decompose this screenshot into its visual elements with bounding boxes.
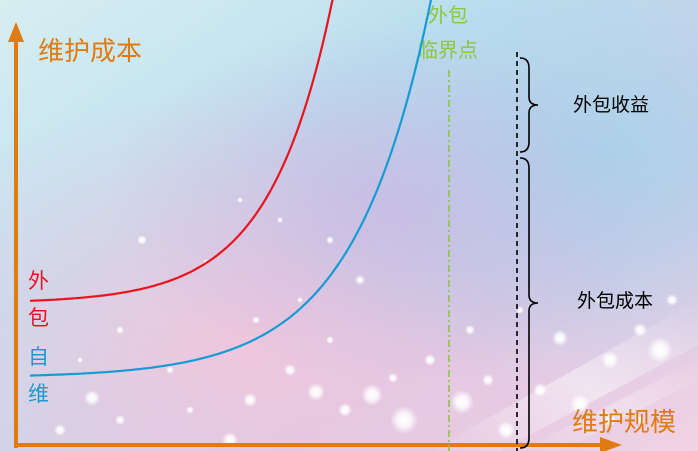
sparkle-dot [166,366,174,374]
cost-brace [519,157,539,449]
sparkle-dot [390,406,418,434]
sparkle-dot [115,415,125,425]
benefit-label: 外包收益 [573,94,649,116]
sparkle-dot [277,217,283,223]
sparkle-dot [570,394,590,414]
sparkle-dot [388,373,398,383]
sparkle-dot [307,383,325,401]
sparkle-dot [497,421,515,439]
sparkle-dot [326,336,334,344]
sparkle-dot [243,393,257,407]
sparkle-dot [533,383,547,397]
sparkle-dot [666,294,678,306]
sparkle-dot [552,330,568,346]
sparkle-dot [601,351,619,369]
x-axis-title: 维护规模 [572,408,676,438]
critical-point-label-line2: 临界点 [418,38,478,62]
series-outsourcing-label-line2: 包 [28,306,49,330]
sparkle-dot [77,357,83,363]
sparkle-dot [84,390,100,406]
sparkle-dot [338,403,352,417]
sparkle-dot [635,415,645,425]
sparkle-dot [482,374,494,386]
y-axis-title: 维护成本 [38,37,142,67]
sparkle-dot [54,424,66,436]
sparkle-dot [596,296,604,304]
x-axis-arrow [600,437,622,451]
sparkle-dot [237,197,243,203]
sparkle-dot [516,306,524,314]
benefit-brace [519,57,539,153]
y-axis-arrow [8,22,24,42]
sparkle-dot [465,325,475,335]
sparkle-dot [361,384,383,406]
sparkle-dot [355,275,365,285]
sparkle-dot [647,337,673,363]
cost-label: 外包成本 [577,290,653,312]
sparkle-dot [137,235,147,245]
background-sparkles [54,197,678,448]
sparkle-dot [633,323,647,337]
sparkle-dot [604,414,616,426]
axes [8,22,622,451]
sparkle-dot [284,364,296,376]
sparkle-dot [116,326,124,334]
sparkle-dot [252,316,260,324]
series-self-maintenance-curve [30,0,433,377]
critical-point-label-line1: 外包 [428,3,468,27]
sparkle-dot [297,297,303,303]
sparkle-dot [326,236,334,244]
sparkle-dot [186,406,194,414]
sparkle-dot [450,390,474,414]
sparkle-dot [424,354,436,366]
series-self-maintenance-label-line1: 自 [28,345,49,369]
series-outsourcing-curve [29,0,334,302]
series-outsourcing-label-line1: 外 [28,269,49,293]
series-self-maintenance-label-line2: 维 [28,382,49,406]
